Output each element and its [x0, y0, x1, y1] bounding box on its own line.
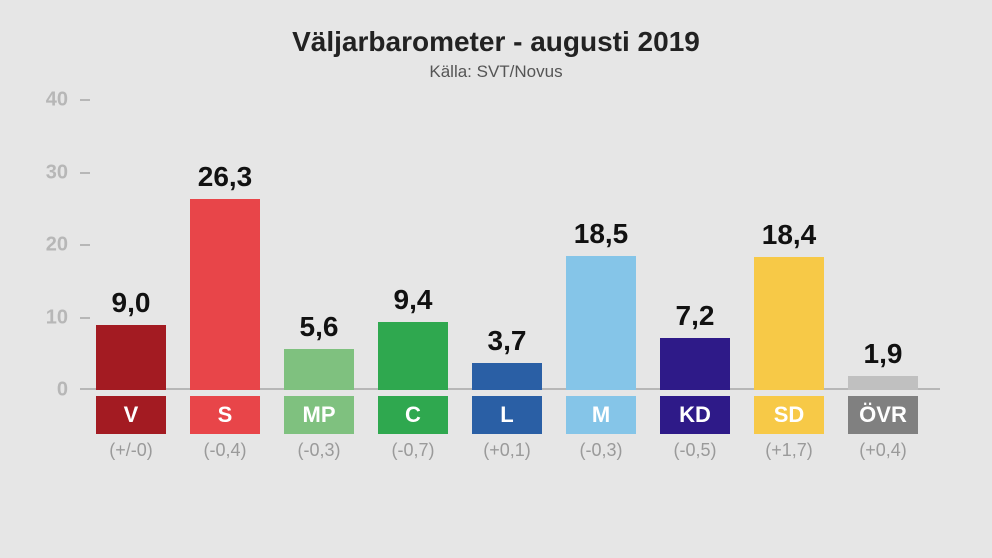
bar: 1,9 [848, 376, 918, 390]
bar-column: 5,6 [284, 100, 354, 390]
delta-label: (-0,7) [378, 440, 448, 461]
bar: 3,7 [472, 363, 542, 390]
bar-column: 18,5 [566, 100, 636, 390]
party-label: C [378, 396, 448, 434]
bar-value-label: 26,3 [198, 161, 253, 193]
y-tick-label: 10 [46, 306, 80, 329]
y-tick-label: 40 [46, 89, 80, 112]
y-tick-mark [80, 317, 90, 319]
delta-row: (+/-0) (-0,4) (-0,3) (-0,7) (+0,1) (-0,3) (-0,… [96, 440, 918, 461]
party-label: ÖVR [848, 396, 918, 434]
party-labels-row: VS MP CLM KD SD ÖVR [96, 396, 918, 434]
bar-value-label: 1,9 [864, 338, 903, 370]
delta-label: (+0,1) [472, 440, 542, 461]
delta-label: (-0,3) [566, 440, 636, 461]
y-tick-label: 30 [46, 161, 80, 184]
bar-column: 26,3 [190, 100, 260, 390]
delta-label: (+/-0) [96, 440, 166, 461]
delta-label: (-0,5) [660, 440, 730, 461]
bar-value-label: 3,7 [488, 325, 527, 357]
bar: 7,2 [660, 338, 730, 390]
bar-column: 1,9 [848, 100, 918, 390]
bar-value-label: 18,4 [762, 219, 817, 251]
party-label: M [566, 396, 636, 434]
delta-label: (+0,4) [848, 440, 918, 461]
party-label: L [472, 396, 542, 434]
party-label: KD [660, 396, 730, 434]
delta-label: (-0,3) [284, 440, 354, 461]
bar-value-label: 5,6 [300, 311, 339, 343]
bar-column: 18,4 [754, 100, 824, 390]
bar-value-label: 9,4 [394, 284, 433, 316]
chart-subtitle: Källa: SVT/Novus [0, 62, 992, 82]
chart-title: Väljarbarometer - augusti 2019 [0, 26, 992, 58]
y-tick-label: 0 [57, 379, 80, 402]
y-tick-mark [80, 244, 90, 246]
bar: 9,4 [378, 322, 448, 390]
bar-column: 9,4 [378, 100, 448, 390]
bar-column: 7,2 [660, 100, 730, 390]
bar-value-label: 9,0 [112, 287, 151, 319]
party-label: MP [284, 396, 354, 434]
delta-label: (+1,7) [754, 440, 824, 461]
bar: 5,6 [284, 349, 354, 390]
bar-column: 3,7 [472, 100, 542, 390]
party-label: V [96, 396, 166, 434]
y-tick-mark [80, 99, 90, 101]
y-tick-label: 20 [46, 234, 80, 257]
bar-value-label: 7,2 [676, 300, 715, 332]
plot-area: 010203040 9,026,35,69,43,718,57,218,41,9 [80, 100, 940, 390]
bar-value-label: 18,5 [574, 218, 629, 250]
bar: 18,5 [566, 256, 636, 390]
y-tick-mark [80, 172, 90, 174]
delta-label: (-0,4) [190, 440, 260, 461]
bar-column: 9,0 [96, 100, 166, 390]
poll-bar-chart: Väljarbarometer - augusti 2019 Källa: SV… [0, 0, 992, 558]
party-label: S [190, 396, 260, 434]
bar: 18,4 [754, 257, 824, 390]
bars-container: 9,0 26,3 5,6 9,4 3,7 18,5 7,2 18,4 1,9 [96, 100, 918, 390]
party-label: SD [754, 396, 824, 434]
bar: 9,0 [96, 325, 166, 390]
bar: 26,3 [190, 199, 260, 390]
